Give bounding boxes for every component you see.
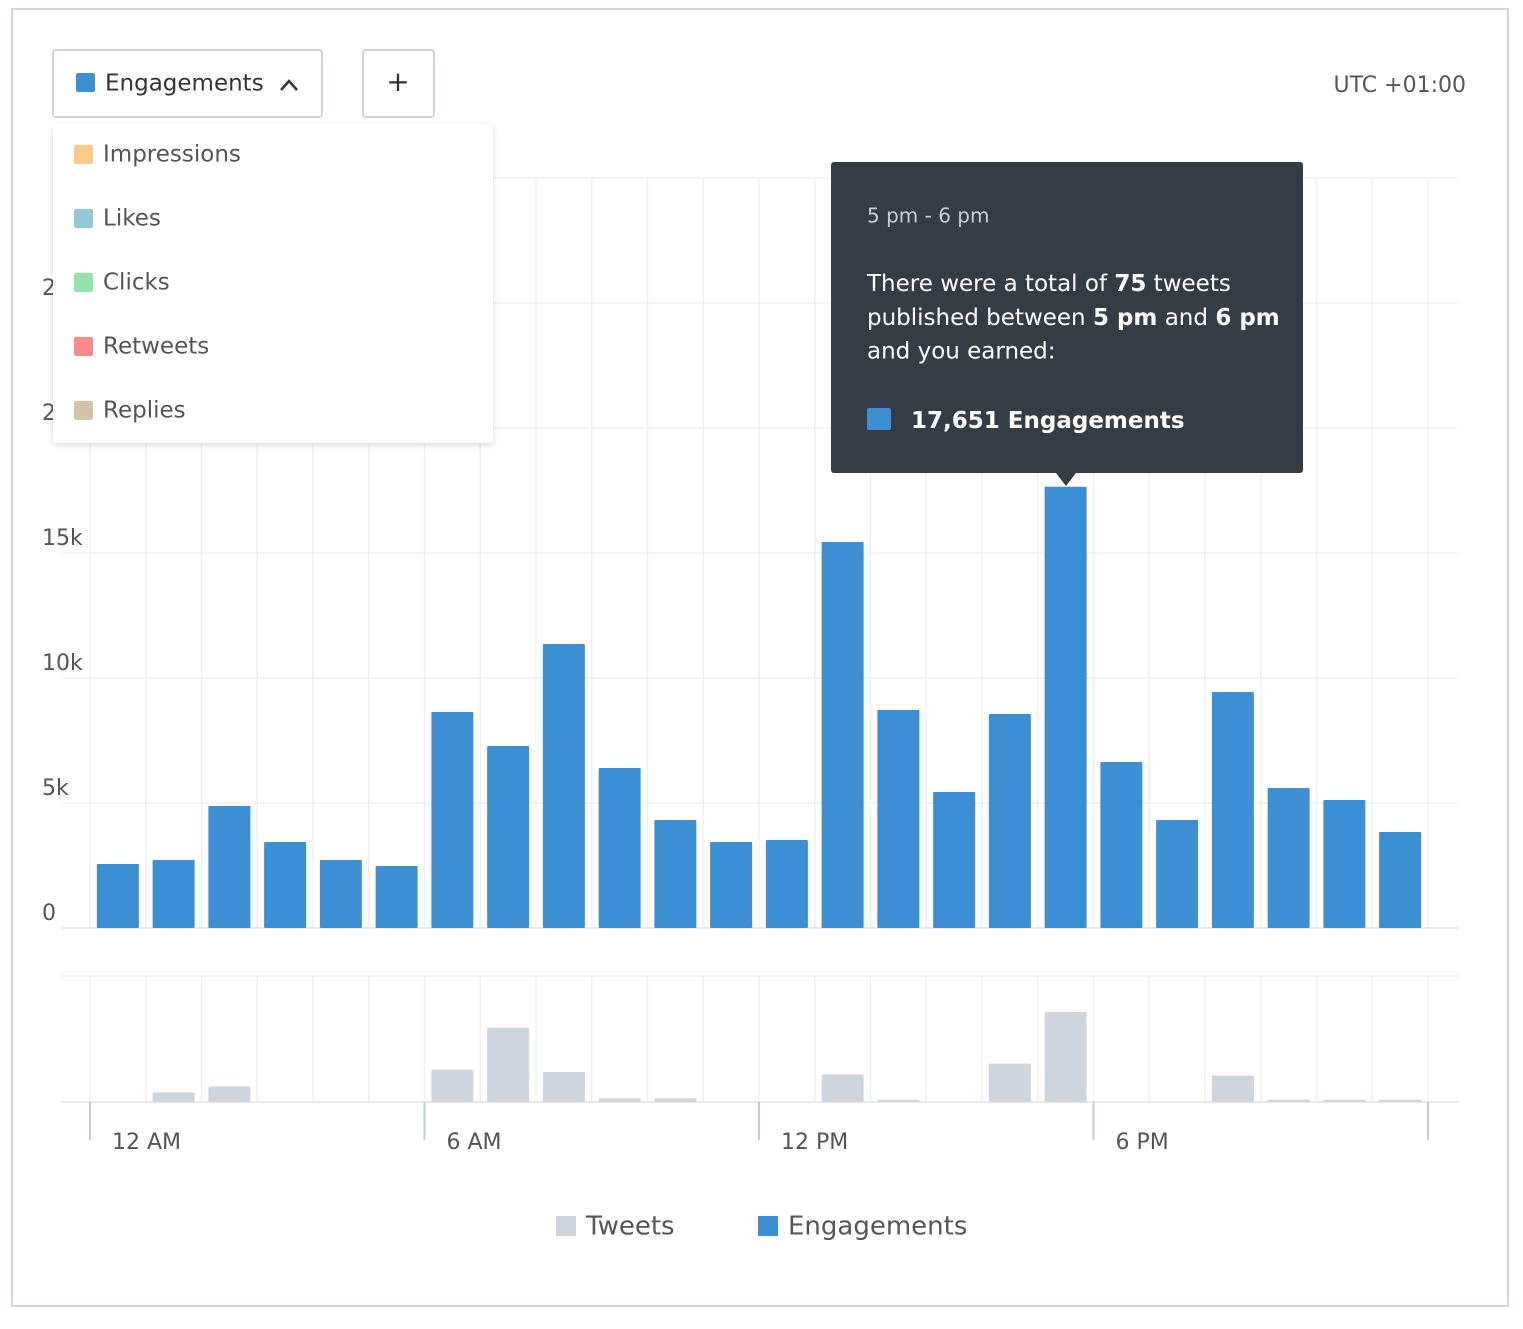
option-swatch bbox=[74, 209, 93, 228]
chevron bbox=[280, 79, 298, 91]
dropdown-option[interactable]: Replies bbox=[103, 398, 186, 424]
bar bbox=[988, 1063, 1031, 1102]
selected-metric: Engagements bbox=[105, 71, 264, 97]
x-tick-label: 6 PM bbox=[1116, 1130, 1169, 1155]
tooltip-text: tweets bbox=[1146, 271, 1230, 297]
x-tick-label: 12 AM bbox=[112, 1130, 181, 1155]
tooltip-text: 6 pm bbox=[1215, 305, 1279, 331]
bar bbox=[765, 840, 808, 928]
bar bbox=[208, 1086, 251, 1102]
add-button[interactable] bbox=[362, 49, 435, 118]
legend-swatch bbox=[556, 1216, 576, 1236]
bar bbox=[821, 542, 864, 928]
bar bbox=[1323, 800, 1366, 928]
marks bbox=[96, 486, 1422, 1102]
option-swatch bbox=[74, 337, 93, 356]
tooltip-box bbox=[831, 162, 1303, 473]
timezone: UTC +01:00 bbox=[1334, 73, 1466, 98]
option-swatch bbox=[74, 273, 93, 292]
tooltip-text: There were a total of bbox=[866, 271, 1114, 297]
tooltip-line: and you earned: bbox=[867, 339, 1056, 365]
bar bbox=[542, 644, 585, 928]
option-swatch bbox=[74, 145, 93, 164]
bar bbox=[933, 792, 976, 928]
bar bbox=[1267, 788, 1310, 928]
bar bbox=[598, 768, 641, 928]
bar bbox=[1100, 762, 1143, 928]
legend-label: Engagements bbox=[788, 1212, 967, 1242]
bar bbox=[152, 1092, 195, 1102]
bar bbox=[877, 1099, 920, 1102]
legend-swatch bbox=[758, 1216, 778, 1236]
bar bbox=[1379, 1099, 1422, 1102]
bar bbox=[654, 1098, 697, 1102]
bar bbox=[1211, 692, 1254, 928]
add-button-label: + bbox=[386, 65, 409, 98]
legend: Tweets Engagements bbox=[556, 1212, 967, 1242]
x-tick-label: 12 PM bbox=[781, 1130, 848, 1155]
dropdown-options: Impressions Likes Clicks Retweets Replies bbox=[74, 142, 241, 424]
bar bbox=[208, 806, 251, 928]
bar bbox=[487, 746, 530, 928]
bar bbox=[1267, 1099, 1310, 1102]
bar bbox=[152, 860, 195, 928]
bar bbox=[710, 842, 753, 928]
bar bbox=[1211, 1075, 1254, 1102]
bar bbox=[1379, 832, 1422, 928]
bar bbox=[598, 1098, 641, 1102]
bar bbox=[654, 820, 697, 928]
tooltip-series: Engagements bbox=[1008, 408, 1185, 434]
bar bbox=[1044, 1012, 1087, 1102]
bar bbox=[431, 1069, 474, 1102]
y-tick-label: 0 bbox=[42, 901, 56, 926]
dropdown-option[interactable]: Clicks bbox=[103, 270, 170, 296]
selected-swatch bbox=[76, 73, 95, 92]
dropdown-menu bbox=[53, 124, 493, 443]
y-tick-label: 10k bbox=[42, 651, 83, 676]
metric-dropdown[interactable] bbox=[52, 49, 323, 118]
bar bbox=[821, 1074, 864, 1102]
option-swatch bbox=[74, 401, 93, 420]
bar bbox=[1156, 820, 1199, 928]
bar bbox=[375, 866, 418, 928]
bar bbox=[264, 842, 307, 928]
tooltip-text: published between bbox=[867, 305, 1093, 331]
tooltip: 5 pm - 6 pm There were a total of 75 twe… bbox=[831, 162, 1303, 486]
bar bbox=[1044, 486, 1087, 928]
bar bbox=[431, 712, 474, 928]
tooltip-line: published between 5 pm and 6 pm bbox=[867, 305, 1280, 331]
tooltip-swatch bbox=[867, 408, 891, 430]
legend-label: Tweets bbox=[585, 1212, 675, 1242]
bar bbox=[877, 710, 920, 928]
bar bbox=[988, 714, 1031, 928]
bar bbox=[542, 1072, 585, 1102]
y-tick-label: 15k bbox=[42, 526, 83, 551]
tooltip-text: 5 pm bbox=[1093, 305, 1157, 331]
dropdown-option[interactable]: Retweets bbox=[103, 334, 209, 360]
dropdown-option[interactable]: Likes bbox=[103, 206, 161, 232]
tooltip-arrow bbox=[1056, 473, 1076, 486]
tooltip-text: and bbox=[1157, 305, 1215, 331]
x-tick-label: 6 AM bbox=[447, 1130, 502, 1155]
y-tick-label: 5k bbox=[42, 776, 69, 801]
tooltip-value: 17,651 Engagements bbox=[911, 408, 1185, 434]
tooltip-value-label: 17,651 bbox=[911, 408, 1000, 434]
bar bbox=[319, 860, 362, 928]
tooltip-title: 5 pm - 6 pm bbox=[867, 204, 989, 228]
bar bbox=[96, 864, 139, 928]
bar bbox=[487, 1027, 530, 1102]
bar bbox=[1323, 1099, 1366, 1102]
dropdown-option[interactable]: Impressions bbox=[103, 142, 241, 168]
tooltip-tweets: 75 bbox=[1114, 271, 1146, 297]
tooltip-line: There were a total of 75 tweets bbox=[866, 271, 1231, 297]
